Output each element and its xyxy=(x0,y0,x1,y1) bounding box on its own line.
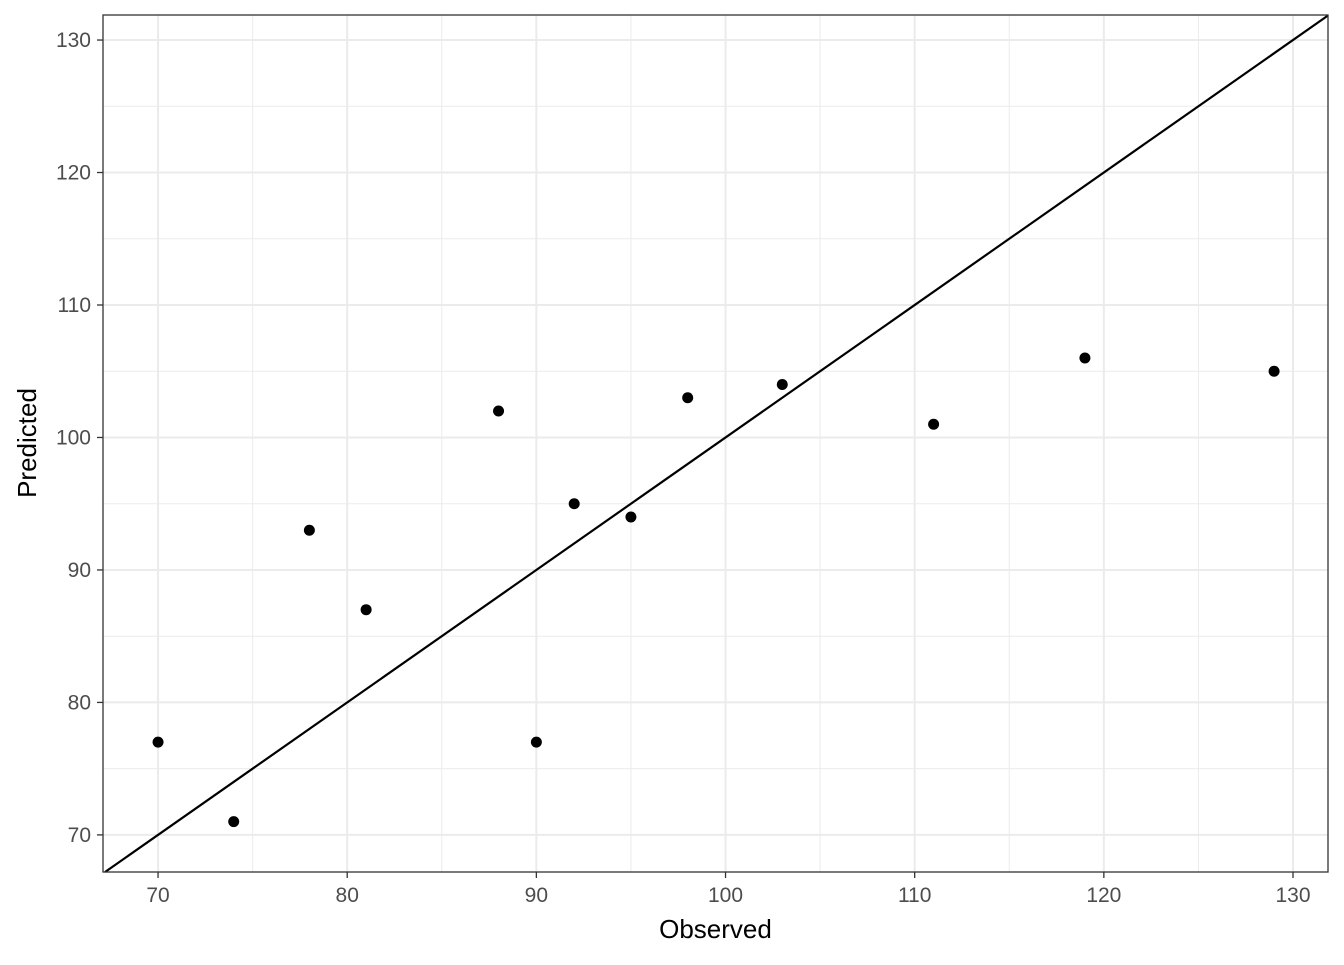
y-tick-label: 110 xyxy=(58,294,91,317)
axes: 70 80 90 100 110 120 130 70 80 90 100 110 120 130 xyxy=(56,29,1311,907)
grid xyxy=(103,15,1328,872)
data-point xyxy=(568,498,580,510)
x-tick-label: 120 xyxy=(1086,884,1121,907)
data-point xyxy=(776,378,788,390)
y-tick-label: 90 xyxy=(68,559,91,582)
data-point xyxy=(530,736,542,748)
data-point xyxy=(493,405,505,417)
panel-border xyxy=(102,14,1329,873)
data-point xyxy=(152,736,164,748)
x-tick-label: 70 xyxy=(146,884,169,907)
x-tick-label: 80 xyxy=(336,884,359,907)
data-point xyxy=(228,816,240,828)
x-tick-label: 90 xyxy=(525,884,548,907)
y-tick-label: 120 xyxy=(56,162,91,185)
identity-line xyxy=(104,14,1329,873)
y-tick-label: 80 xyxy=(68,691,91,714)
data-point xyxy=(1268,365,1280,377)
x-tick-label: 100 xyxy=(708,884,743,907)
data-point xyxy=(303,524,315,536)
points xyxy=(152,352,1280,828)
x-tick-label: 130 xyxy=(1275,884,1310,907)
data-point xyxy=(625,511,637,523)
data-point xyxy=(360,604,372,616)
data-point xyxy=(1079,352,1091,364)
y-tick-label: 70 xyxy=(68,824,91,847)
reference-line-group xyxy=(104,14,1329,873)
data-point xyxy=(928,418,940,430)
x-axis-label: Observed xyxy=(659,914,772,944)
data-point xyxy=(682,392,694,404)
y-tick-label: 100 xyxy=(56,426,91,449)
y-tick-label: 130 xyxy=(56,29,91,52)
x-tick-label: 110 xyxy=(898,884,931,907)
y-axis-label: Predicted xyxy=(12,388,42,498)
